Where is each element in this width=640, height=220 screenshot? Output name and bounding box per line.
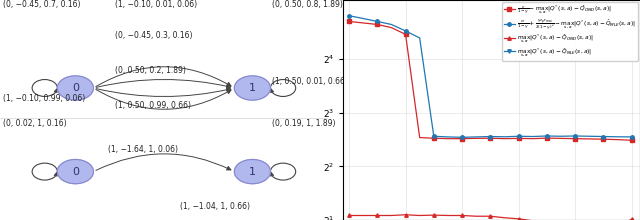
$\frac{\varepsilon_r}{1-\gamma} + \frac{\gamma\varepsilon_p r_{max}}{2(1-\gamma)^2} - \max_{s,a}|Q^*(s,a) - \hat{Q}_{MLE}(s,a)|$ [388,23,396,26]
$\frac{\varepsilon_r}{1-\gamma} + \frac{\gamma\varepsilon_p r_{max}}{2(1-\gamma)^2} - \max_{s,a}|Q^*(s,a) - \hat{Q}_{MLE}(s,a)|$ [571,135,579,137]
$\frac{\varepsilon}{1-\gamma} - \max_{s,a}|Q^*(s,a) - \hat{Q}_{OMD}(s,a)|$ [430,137,438,139]
$\max_{s,a}|Q^*(s,a) - \hat{Q}_{OMD}(s,a)|$ [345,214,353,217]
Text: (1, −0.10, 0.01, 0.06): (1, −0.10, 0.01, 0.06) [115,0,197,9]
$\frac{\varepsilon_r}{1-\gamma} + \frac{\gamma\varepsilon_p r_{max}}{2(1-\gamma)^2} - \max_{s,a}|Q^*(s,a) - \hat{Q}_{MLE}(s,a)|$ [515,135,522,138]
$\max_{s,a}|Q^*(s,a) - \hat{Q}_{OMD}(s,a)|$ [359,214,367,217]
$\frac{\varepsilon_r}{1-\gamma} + \frac{\gamma\varepsilon_p r_{max}}{2(1-\gamma)^2} - \max_{s,a}|Q^*(s,a) - \hat{Q}_{MLE}(s,a)|$ [543,135,550,137]
$\frac{\varepsilon}{1-\gamma} - \max_{s,a}|Q^*(s,a) - \hat{Q}_{OMD}(s,a)|$ [374,23,381,26]
$\frac{\varepsilon}{1-\gamma} - \max_{s,a}|Q^*(s,a) - \hat{Q}_{OMD}(s,a)|$ [402,33,410,36]
$\frac{\varepsilon_r}{1-\gamma} + \frac{\gamma\varepsilon_p r_{max}}{2(1-\gamma)^2} - \max_{s,a}|Q^*(s,a) - \hat{Q}_{MLE}(s,a)|$ [345,14,353,17]
Line: $\frac{\varepsilon}{1-\gamma} - \max_{s,a}|Q^*(s,a) - \hat{Q}_{OMD}(s,a)|$: $\frac{\varepsilon}{1-\gamma} - \max_{s,… [348,20,633,142]
$\frac{\varepsilon}{1-\gamma} - \max_{s,a}|Q^*(s,a) - \hat{Q}_{OMD}(s,a)|$ [529,137,536,140]
$\frac{\varepsilon}{1-\gamma} - \max_{s,a}|Q^*(s,a) - \hat{Q}_{OMD}(s,a)|$ [614,138,621,141]
$\frac{\varepsilon}{1-\gamma} - \max_{s,a}|Q^*(s,a) - \hat{Q}_{OMD}(s,a)|$ [557,137,564,140]
$\frac{\varepsilon_r}{1-\gamma} + \frac{\gamma\varepsilon_p r_{max}}{2(1-\gamma)^2} - \max_{s,a}|Q^*(s,a) - \hat{Q}_{MLE}(s,a)|$ [444,136,452,138]
Circle shape [234,76,271,100]
$\frac{\varepsilon_r}{1-\gamma} + \frac{\gamma\varepsilon_p r_{max}}{2(1-\gamma)^2} - \max_{s,a}|Q^*(s,a) - \hat{Q}_{MLE}(s,a)|$ [486,135,494,138]
$\frac{\varepsilon_r}{1-\gamma} + \frac{\gamma\varepsilon_p r_{max}}{2(1-\gamma)^2} - \max_{s,a}|Q^*(s,a) - \hat{Q}_{MLE}(s,a)|$ [614,136,621,138]
$\max_{s,a}|Q^*(s,a) - \hat{Q}_{OMD}(s,a)|$ [416,214,424,217]
$\frac{\varepsilon_r}{1-\gamma} + \frac{\gamma\varepsilon_p r_{max}}{2(1-\gamma)^2} - \max_{s,a}|Q^*(s,a) - \hat{Q}_{MLE}(s,a)|$ [529,135,536,138]
$\max_{s,a}|Q^*(s,a) - \hat{Q}_{OMD}(s,a)|$ [458,214,466,217]
Text: (0, 0.50, 0.2, 1.89): (0, 0.50, 0.2, 1.89) [115,66,186,75]
$\frac{\varepsilon}{1-\gamma} - \max_{s,a}|Q^*(s,a) - \hat{Q}_{OMD}(s,a)|$ [543,137,550,139]
Circle shape [234,160,271,184]
$\max_{s,a}|Q^*(s,a) - \hat{Q}_{OMD}(s,a)|$ [472,215,480,218]
Text: (0, −0.45, 0.3, 0.16): (0, −0.45, 0.3, 0.16) [115,31,192,40]
$\frac{\varepsilon}{1-\gamma} - \max_{s,a}|Q^*(s,a) - \hat{Q}_{OMD}(s,a)|$ [486,137,494,139]
$\frac{\varepsilon_r}{1-\gamma} + \frac{\gamma\varepsilon_p r_{max}}{2(1-\gamma)^2} - \max_{s,a}|Q^*(s,a) - \hat{Q}_{MLE}(s,a)|$ [402,30,410,32]
$\frac{\varepsilon_r}{1-\gamma} + \frac{\gamma\varepsilon_p r_{max}}{2(1-\gamma)^2} - \max_{s,a}|Q^*(s,a) - \hat{Q}_{MLE}(s,a)|$ [628,136,636,138]
$\frac{\varepsilon}{1-\gamma} - \max_{s,a}|Q^*(s,a) - \hat{Q}_{OMD}(s,a)|$ [416,136,424,139]
$\frac{\varepsilon}{1-\gamma} - \max_{s,a}|Q^*(s,a) - \hat{Q}_{OMD}(s,a)|$ [472,137,480,140]
$\frac{\varepsilon}{1-\gamma} - \max_{s,a}|Q^*(s,a) - \hat{Q}_{OMD}(s,a)|$ [388,26,396,29]
$\frac{\varepsilon_r}{1-\gamma} + \frac{\gamma\varepsilon_p r_{max}}{2(1-\gamma)^2} - \max_{s,a}|Q^*(s,a) - \hat{Q}_{MLE}(s,a)|$ [500,136,508,138]
$\frac{\varepsilon}{1-\gamma} - \max_{s,a}|Q^*(s,a) - \hat{Q}_{OMD}(s,a)|$ [458,137,466,140]
Text: 0: 0 [72,167,79,177]
$\max_{s,a}|Q^*(s,a) - \hat{Q}_{OMD}(s,a)|$ [515,218,522,220]
$\max_{s,a}|Q^*(s,a) - \hat{Q}_{OMD}(s,a)|$ [388,214,396,217]
$\frac{\varepsilon_r}{1-\gamma} + \frac{\gamma\varepsilon_p r_{max}}{2(1-\gamma)^2} - \max_{s,a}|Q^*(s,a) - \hat{Q}_{MLE}(s,a)|$ [472,136,480,138]
Text: 1: 1 [249,83,256,93]
Text: (0, 0.50, 0.8, 1.89): (0, 0.50, 0.8, 1.89) [272,0,343,9]
$\frac{\varepsilon}{1-\gamma} - \max_{s,a}|Q^*(s,a) - \hat{Q}_{OMD}(s,a)|$ [345,20,353,23]
$\frac{\varepsilon_r}{1-\gamma} + \frac{\gamma\varepsilon_p r_{max}}{2(1-\gamma)^2} - \max_{s,a}|Q^*(s,a) - \hat{Q}_{MLE}(s,a)|$ [600,135,607,138]
Text: (0, −0.45, 0.7, 0.16): (0, −0.45, 0.7, 0.16) [3,0,81,9]
$\frac{\varepsilon_r}{1-\gamma} + \frac{\gamma\varepsilon_p r_{max}}{2(1-\gamma)^2} - \max_{s,a}|Q^*(s,a) - \hat{Q}_{MLE}(s,a)|$ [458,136,466,139]
Text: 0: 0 [72,83,79,93]
$\frac{\varepsilon_r}{1-\gamma} + \frac{\gamma\varepsilon_p r_{max}}{2(1-\gamma)^2} - \max_{s,a}|Q^*(s,a) - \hat{Q}_{MLE}(s,a)|$ [557,135,564,138]
$\frac{\varepsilon_r}{1-\gamma} + \frac{\gamma\varepsilon_p r_{max}}{2(1-\gamma)^2} - \max_{s,a}|Q^*(s,a) - \hat{Q}_{MLE}(s,a)|$ [430,135,438,138]
Legend: $\frac{\varepsilon}{1-\gamma} - \max_{s,a}|Q^*(s,a) - \hat{Q}_{OMD}(s,a)|$, $\fr: $\frac{\varepsilon}{1-\gamma} - \max_{s,… [502,2,638,61]
$\max_{s,a}|Q^*(s,a) - \hat{Q}_{OMD}(s,a)|$ [486,215,494,218]
Text: (1, −1.64, 1, 0.06): (1, −1.64, 1, 0.06) [108,145,178,154]
$\frac{\varepsilon}{1-\gamma} - \max_{s,a}|Q^*(s,a) - \hat{Q}_{OMD}(s,a)|$ [628,139,636,142]
Text: 1: 1 [249,167,256,177]
$\frac{\varepsilon}{1-\gamma} - \max_{s,a}|Q^*(s,a) - \hat{Q}_{OMD}(s,a)|$ [515,137,522,140]
Line: $\frac{\varepsilon_r}{1-\gamma} + \frac{\gamma\varepsilon_p r_{max}}{2(1-\gamma)^2} - \max_{s,a}|Q^*(s,a) - \hat{Q}_{MLE}(s,a)|$: $\frac{\varepsilon_r}{1-\gamma} + \frac{… [348,14,633,139]
$\frac{\varepsilon}{1-\gamma} - \max_{s,a}|Q^*(s,a) - \hat{Q}_{OMD}(s,a)|$ [600,138,607,141]
$\max_{s,a}|Q^*(s,a) - \hat{Q}_{OMD}(s,a)|$ [628,218,636,220]
Circle shape [58,76,93,100]
$\frac{\varepsilon}{1-\gamma} - \max_{s,a}|Q^*(s,a) - \hat{Q}_{OMD}(s,a)|$ [444,137,452,140]
Text: (0, 0.19, 1, 1.89): (0, 0.19, 1, 1.89) [272,119,335,128]
$\max_{s,a}|Q^*(s,a) - \hat{Q}_{OMD}(s,a)|$ [402,213,410,216]
Text: (1, −0.10, 0.99, 0.06): (1, −0.10, 0.99, 0.06) [3,95,86,103]
Text: (0, 0.02, 1, 0.16): (0, 0.02, 1, 0.16) [3,119,67,128]
$\frac{\varepsilon}{1-\gamma} - \max_{s,a}|Q^*(s,a) - \hat{Q}_{OMD}(s,a)|$ [571,137,579,140]
$\frac{\varepsilon}{1-\gamma} - \max_{s,a}|Q^*(s,a) - \hat{Q}_{OMD}(s,a)|$ [500,137,508,140]
Text: (1, 0.50, 0.01, 0.66): (1, 0.50, 0.01, 0.66) [272,77,348,86]
$\frac{\varepsilon_r}{1-\gamma} + \frac{\gamma\varepsilon_p r_{max}}{2(1-\gamma)^2} - \max_{s,a}|Q^*(s,a) - \hat{Q}_{MLE}(s,a)|$ [359,17,367,20]
$\frac{\varepsilon_r}{1-\gamma} + \frac{\gamma\varepsilon_p r_{max}}{2(1-\gamma)^2} - \max_{s,a}|Q^*(s,a) - \hat{Q}_{MLE}(s,a)|$ [586,135,593,138]
Text: (1, 0.50, 0.99, 0.66): (1, 0.50, 0.99, 0.66) [115,101,191,110]
$\frac{\varepsilon_r}{1-\gamma} + \frac{\gamma\varepsilon_p r_{max}}{2(1-\gamma)^2} - \max_{s,a}|Q^*(s,a) - \hat{Q}_{MLE}(s,a)|$ [374,20,381,23]
$\frac{\varepsilon_r}{1-\gamma} + \frac{\gamma\varepsilon_p r_{max}}{2(1-\gamma)^2} - \max_{s,a}|Q^*(s,a) - \hat{Q}_{MLE}(s,a)|$ [416,37,424,39]
$\max_{s,a}|Q^*(s,a) - \hat{Q}_{OMD}(s,a)|$ [430,214,438,216]
$\max_{s,a}|Q^*(s,a) - \hat{Q}_{OMD}(s,a)|$ [374,214,381,217]
$\frac{\varepsilon}{1-\gamma} - \max_{s,a}|Q^*(s,a) - \hat{Q}_{OMD}(s,a)|$ [586,138,593,140]
Text: (1, −1.04, 1, 0.66): (1, −1.04, 1, 0.66) [180,202,250,211]
$\frac{\varepsilon}{1-\gamma} - \max_{s,a}|Q^*(s,a) - \hat{Q}_{OMD}(s,a)|$ [359,22,367,24]
$\max_{s,a}|Q^*(s,a) - \hat{Q}_{OMD}(s,a)|$ [444,214,452,217]
Circle shape [58,160,93,184]
Line: $\max_{s,a}|Q^*(s,a) - \hat{Q}_{OMD}(s,a)|$: $\max_{s,a}|Q^*(s,a) - \hat{Q}_{OMD}(s,a… [348,213,633,220]
$\max_{s,a}|Q^*(s,a) - \hat{Q}_{OMD}(s,a)|$ [500,216,508,219]
